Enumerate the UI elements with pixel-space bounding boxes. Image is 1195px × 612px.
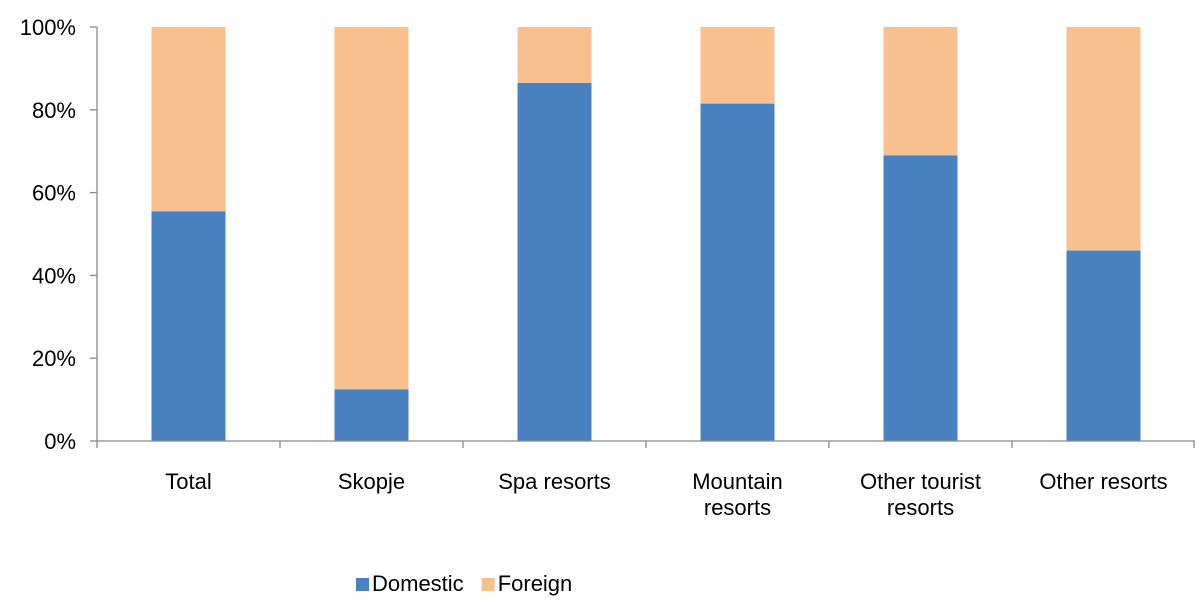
bar-domestic-total [151, 211, 226, 441]
bar-foreign-spa-resorts [517, 27, 592, 83]
x-category-label: Other tourist resorts [860, 469, 981, 520]
y-tick-label: 0% [44, 429, 76, 454]
bar-foreign-total [151, 27, 226, 212]
bar-domestic-mountain-resorts [700, 103, 775, 441]
bar-domestic-spa-resorts [517, 82, 592, 441]
x-axis: Total Skopje Spa resorts Mountain resorts Oth… [96, 440, 1195, 520]
bar-domestic-skopje [334, 389, 409, 441]
x-category-label: Skopje [338, 469, 405, 494]
y-tick-label: 40% [32, 263, 76, 288]
bar-domestic-other-tourist-resorts [883, 155, 958, 441]
bar-domestic-other-resorts [1066, 250, 1141, 441]
y-tick-label: 20% [32, 346, 76, 371]
legend-label-foreign: Foreign [498, 571, 573, 596]
bar-foreign-skopje [334, 27, 409, 390]
legend-swatch-foreign [481, 578, 495, 591]
x-category-label: Mountain resorts [692, 469, 783, 520]
y-axis: 0% 20% 40% 60% 80% 100% [20, 15, 98, 454]
bar-series [151, 27, 1141, 441]
y-tick-label: 60% [32, 181, 76, 206]
legend-swatch-domestic [356, 578, 369, 591]
legend: Domestic Foreign [356, 571, 572, 596]
bar-foreign-other-resorts [1066, 27, 1141, 251]
x-category-label: Spa resorts [498, 469, 611, 494]
y-tick-label: 100% [20, 15, 76, 40]
legend-label-domestic: Domestic [372, 571, 464, 596]
x-category-label: Other resorts [1039, 469, 1167, 494]
bar-foreign-other-tourist-resorts [883, 27, 958, 156]
x-category-label: Total [165, 469, 211, 494]
y-tick-label: 80% [32, 98, 76, 123]
bar-foreign-mountain-resorts [700, 27, 775, 104]
